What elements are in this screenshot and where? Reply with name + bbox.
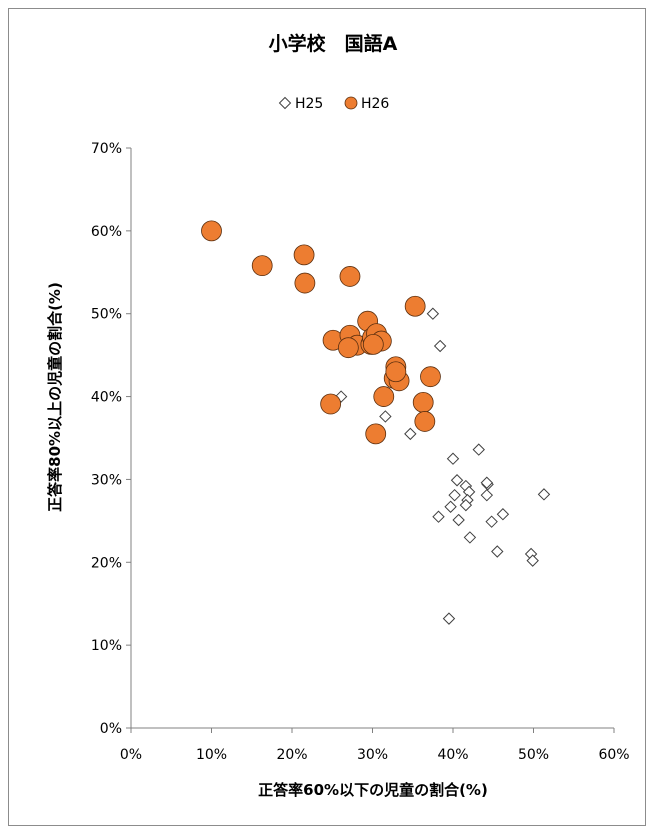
h25-point [448,453,459,464]
h26-point [415,411,435,431]
series-h26 [202,221,441,444]
h26-point [420,367,440,387]
h26-point [413,392,433,412]
y-tick-label: 60% [91,224,122,240]
h25-point [449,490,460,501]
h25-point [486,516,497,527]
chart-title: 小学校 国語A [269,32,398,55]
h25-point [445,501,456,512]
h26-point [252,256,272,276]
x-axis-ticks: 0% 10% 20% 30% 40% 50% 60% [120,728,630,763]
h25-point [473,444,484,455]
y-tick-label: 50% [91,307,122,323]
h25-point [538,489,549,500]
h26-point [386,362,406,382]
y-tick-label: 20% [91,555,122,571]
h26-point [363,334,383,354]
x-tick-label: 30% [357,747,388,763]
y-tick-label: 70% [91,141,122,157]
y-tick-label: 40% [91,390,122,406]
y-tick-label: 30% [91,472,122,488]
y-tick-label: 10% [91,638,122,654]
legend: H25 H26 [280,96,390,112]
h26-point [294,245,314,265]
h26-point [338,338,358,358]
h25-point [492,546,503,557]
h25-point [435,341,446,352]
legend-h26-marker [345,97,357,109]
h25-point [452,475,463,486]
h26-point [366,424,386,444]
h25-point [464,532,475,543]
x-tick-label: 20% [276,747,307,763]
h25-point [497,509,508,520]
y-tick-label: 0% [100,721,122,737]
h26-point [321,394,341,414]
legend-h25-label: H25 [295,96,323,112]
h26-point [374,387,394,407]
h25-point [405,428,416,439]
h25-point [481,490,492,501]
x-tick-label: 60% [598,747,629,763]
x-tick-label: 40% [437,747,468,763]
h25-point [453,515,464,526]
h26-point [295,273,315,293]
series-h25 [336,308,550,624]
y-axis-title: 正答率80%以上の児童の割合(%) [46,282,64,512]
x-tick-label: 0% [120,747,142,763]
h25-point [433,511,444,522]
x-tick-label: 50% [518,747,549,763]
x-axis-title: 正答率60%以下の児童の割合(%) [258,781,488,799]
h25-point [443,613,454,624]
legend-h26-label: H26 [361,96,389,112]
legend-h25-marker [280,98,291,109]
y-axis-ticks: 0% 10% 20% 30% 40% 50% 60% 70% [91,141,131,737]
h26-point [405,296,425,316]
h25-point [380,411,391,422]
h26-point [340,266,360,286]
x-tick-label: 10% [196,747,227,763]
h25-point [427,308,438,319]
h26-point [202,221,222,241]
